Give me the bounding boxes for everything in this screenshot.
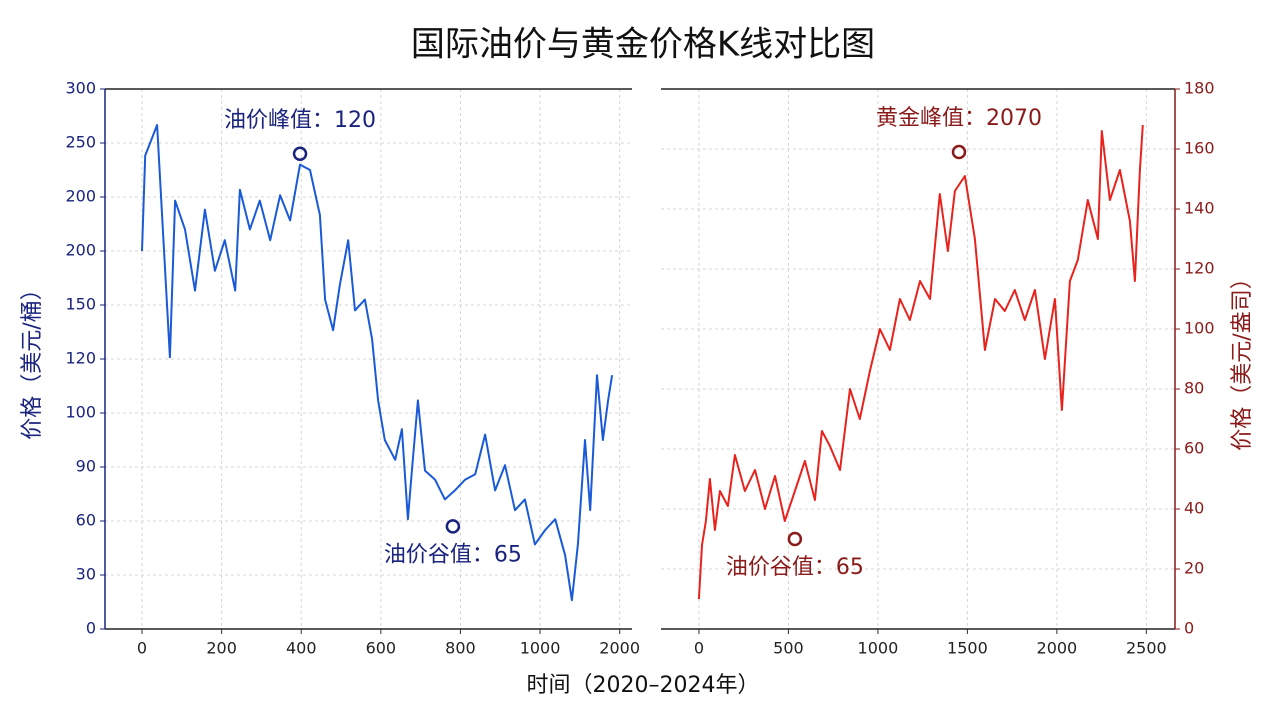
- y-tick-label: 150: [65, 295, 96, 314]
- y-tick-label: 80: [1184, 379, 1204, 398]
- y-axis-label: 价格（美元/桶）: [20, 278, 45, 439]
- y-axis-label: 价格（美元/盎司）: [1230, 267, 1255, 450]
- x-tick-label: 2000: [1037, 639, 1078, 658]
- x-tick-label: 500: [773, 639, 804, 658]
- x-tick-label: 0: [694, 639, 704, 658]
- x-tick-label: 1000: [858, 639, 899, 658]
- x-tick-label: 800: [445, 639, 476, 658]
- x-tick-label: 1000: [520, 639, 561, 658]
- annotation-marker: [787, 531, 803, 547]
- y-tick-label: 120: [1184, 259, 1215, 278]
- y-tick-label: 180: [1184, 79, 1215, 98]
- y-tick-label: 0: [86, 619, 96, 638]
- annotation-marker: [292, 146, 308, 162]
- y-tick-label: 250: [65, 133, 96, 152]
- y-tick-label: 40: [1184, 499, 1204, 518]
- y-tick-label: 300: [65, 79, 96, 98]
- data-line: [697, 124, 1144, 600]
- annotation-label: 油价峰值：120: [224, 108, 376, 133]
- annotation-label: 黄金峰值：2070: [876, 106, 1042, 131]
- annotation-marker: [445, 519, 461, 534]
- y-tick-label: 0: [1184, 619, 1194, 638]
- y-tick-label: 200: [65, 241, 96, 260]
- x-axis-label: 时间（2020–2024年）: [527, 673, 760, 698]
- y-tick-label: 160: [1184, 139, 1215, 158]
- x-tick-label: 2000: [599, 639, 640, 658]
- x-tick-label: 200: [206, 639, 237, 658]
- annotation-label: 油价谷值：65: [726, 555, 864, 580]
- y-tick-label: 60: [1184, 439, 1204, 458]
- y-tick-label: 200: [65, 187, 96, 206]
- x-tick-label: 2500: [1126, 639, 1167, 658]
- x-tick-label: 0: [137, 639, 147, 658]
- y-tick-label: 20: [1184, 559, 1204, 578]
- y-tick-label: 100: [65, 403, 96, 422]
- annotation-label: 油价谷值：65: [384, 542, 522, 567]
- y-tick-label: 90: [76, 457, 96, 476]
- annotation-marker: [951, 144, 967, 160]
- x-tick-label: 1500: [947, 639, 988, 658]
- chart-title: 国际油价与黄金价格K线对比图: [411, 25, 875, 65]
- y-tick-label: 100: [1184, 319, 1215, 338]
- data-line: [141, 124, 614, 602]
- y-tick-label: 120: [65, 349, 96, 368]
- y-tick-label: 30: [76, 565, 96, 584]
- y-tick-label: 140: [1184, 199, 1215, 218]
- x-tick-label: 400: [286, 639, 317, 658]
- y-tick-label: 60: [76, 511, 96, 530]
- x-tick-label: 600: [366, 639, 397, 658]
